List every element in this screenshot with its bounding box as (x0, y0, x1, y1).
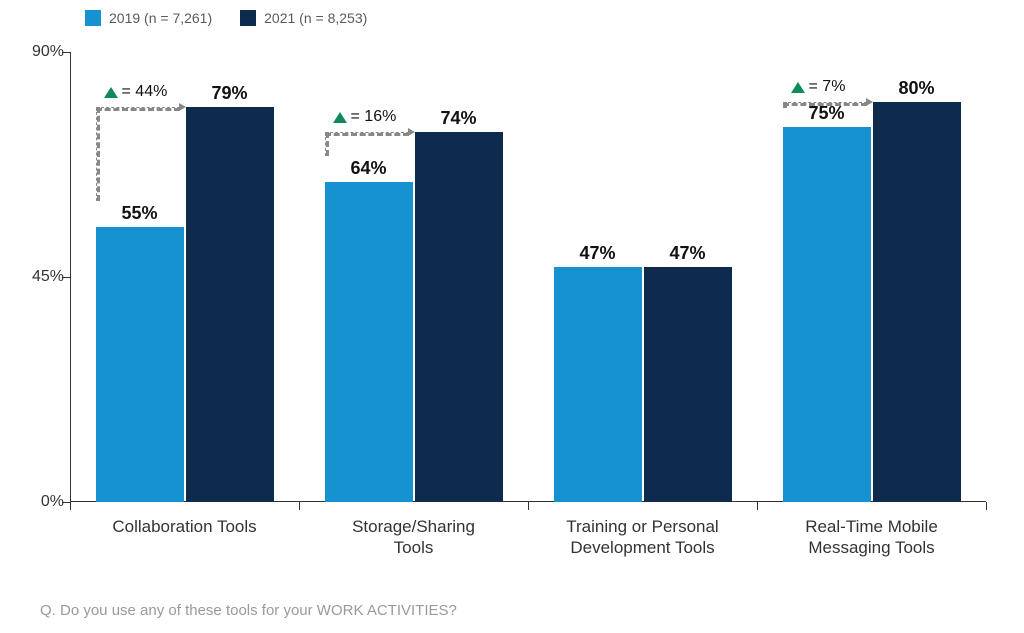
triangle-up-icon (333, 112, 347, 123)
bar-value-label: 47% (669, 243, 705, 264)
bar-s2019: 64% (325, 182, 413, 502)
x-tick (299, 502, 300, 510)
delta-label: = 7% (809, 78, 846, 96)
category-label: Collaboration Tools (75, 516, 295, 537)
bar-s2019: 47% (554, 267, 642, 502)
bar-s2021: 80% (873, 102, 961, 502)
bar-group: 64%74% (325, 132, 503, 502)
arrow-icon (866, 98, 873, 106)
triangle-up-icon (791, 82, 805, 93)
arrow-icon (179, 103, 186, 111)
delta-connector (783, 102, 867, 106)
bar-value-label: 79% (211, 83, 247, 104)
legend-swatch-2019 (85, 10, 101, 26)
legend-label-2021: 2021 (n = 8,253) (264, 10, 367, 26)
bar-value-label: 55% (121, 203, 157, 224)
y-axis-label: 90% (20, 43, 64, 61)
legend: 2019 (n = 7,261) 2021 (n = 8,253) (85, 10, 367, 26)
delta-connector (96, 107, 180, 111)
bar-group: 55%79% (96, 107, 274, 502)
bar-s2019: 75% (783, 127, 871, 502)
legend-item-2019: 2019 (n = 7,261) (85, 10, 212, 26)
delta-connector (325, 132, 409, 136)
delta-label: = 44% (122, 83, 168, 101)
x-tick (70, 502, 71, 510)
bar-value-label: 80% (898, 78, 934, 99)
delta-label: = 16% (351, 108, 397, 126)
delta-connector (96, 107, 100, 201)
category-label: Real-Time MobileMessaging Tools (762, 516, 982, 559)
bar-value-label: 75% (808, 103, 844, 124)
y-axis-label: 0% (20, 493, 64, 511)
bar-value-label: 64% (350, 158, 386, 179)
legend-item-2021: 2021 (n = 8,253) (240, 10, 367, 26)
delta-annotation: = 16% (333, 108, 397, 126)
bar-s2021: 79% (186, 107, 274, 502)
arrow-icon (408, 128, 415, 136)
x-tick (528, 502, 529, 510)
triangle-up-icon (104, 87, 118, 98)
category-label: Storage/SharingTools (304, 516, 524, 559)
y-axis (70, 52, 71, 502)
bar-s2019: 55% (96, 227, 184, 502)
category-label: Training or PersonalDevelopment Tools (533, 516, 753, 559)
plot-area: 0%45%90%55%79%Collaboration Tools= 44%64… (70, 52, 986, 502)
footnote-question: Q. Do you use any of these tools for you… (40, 602, 457, 619)
x-tick (986, 502, 987, 510)
legend-swatch-2021 (240, 10, 256, 26)
bar-s2021: 47% (644, 267, 732, 502)
bar-group: 47%47% (554, 267, 732, 502)
bar-value-label: 47% (579, 243, 615, 264)
bar-s2021: 74% (415, 132, 503, 502)
delta-annotation: = 7% (791, 78, 846, 96)
y-axis-label: 45% (20, 268, 64, 286)
bar-group: 75%80% (783, 102, 961, 502)
x-tick (757, 502, 758, 510)
bar-value-label: 74% (440, 108, 476, 129)
delta-annotation: = 44% (104, 83, 168, 101)
legend-label-2019: 2019 (n = 7,261) (109, 10, 212, 26)
